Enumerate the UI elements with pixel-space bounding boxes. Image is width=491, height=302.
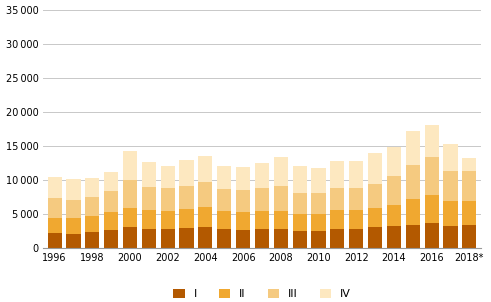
Bar [180, 186, 193, 209]
Bar [123, 180, 137, 207]
Bar [443, 226, 458, 248]
Bar [425, 194, 438, 223]
Bar [349, 229, 363, 248]
Bar [273, 186, 288, 211]
Bar [85, 197, 99, 216]
Bar [443, 143, 458, 171]
Bar [255, 162, 269, 188]
Bar [462, 158, 476, 171]
Bar [161, 211, 175, 229]
Bar [48, 198, 62, 218]
Bar [349, 188, 363, 210]
Bar [66, 179, 81, 200]
Bar [387, 147, 401, 176]
Bar [293, 214, 307, 231]
Bar [462, 171, 476, 201]
Bar [368, 153, 382, 185]
Bar [104, 191, 118, 212]
Bar [368, 208, 382, 227]
Bar [273, 229, 288, 248]
Bar [104, 230, 118, 248]
Bar [217, 166, 231, 189]
Bar [198, 156, 213, 182]
Bar [85, 232, 99, 248]
Bar [142, 229, 156, 248]
Bar [180, 209, 193, 228]
Bar [406, 224, 420, 248]
Bar [425, 223, 438, 248]
Bar [330, 229, 344, 248]
Bar [443, 171, 458, 201]
Bar [217, 189, 231, 211]
Bar [66, 218, 81, 234]
Bar [255, 188, 269, 211]
Bar [311, 231, 326, 248]
Bar [293, 231, 307, 248]
Bar [180, 228, 193, 248]
Bar [236, 167, 250, 191]
Bar [425, 124, 438, 157]
Bar [236, 191, 250, 212]
Bar [387, 176, 401, 205]
Bar [123, 207, 137, 227]
Bar [142, 210, 156, 229]
Bar [85, 178, 99, 197]
Bar [330, 188, 344, 210]
Bar [48, 177, 62, 198]
Bar [66, 200, 81, 218]
Bar [406, 199, 420, 224]
Bar [85, 216, 99, 232]
Bar [236, 212, 250, 230]
Bar [198, 207, 213, 226]
Bar [273, 157, 288, 186]
Bar [48, 233, 62, 248]
Bar [48, 218, 62, 233]
Bar [104, 172, 118, 191]
Bar [293, 193, 307, 214]
Bar [368, 185, 382, 208]
Bar [142, 162, 156, 187]
Bar [443, 201, 458, 226]
Bar [236, 230, 250, 248]
Bar [330, 161, 344, 188]
Bar [180, 160, 193, 186]
Bar [273, 211, 288, 229]
Bar [311, 193, 326, 214]
Bar [349, 161, 363, 188]
Bar [217, 211, 231, 229]
Bar [462, 201, 476, 224]
Bar [161, 188, 175, 211]
Bar [161, 166, 175, 188]
Bar [123, 151, 137, 180]
Bar [349, 210, 363, 229]
Bar [311, 214, 326, 231]
Bar [123, 227, 137, 248]
Bar [104, 212, 118, 230]
Bar [406, 165, 420, 199]
Bar [425, 157, 438, 194]
Bar [387, 226, 401, 248]
Bar [198, 226, 213, 248]
Bar [161, 229, 175, 248]
Bar [293, 166, 307, 193]
Bar [255, 229, 269, 248]
Bar [406, 131, 420, 165]
Bar [311, 168, 326, 193]
Bar [387, 205, 401, 226]
Bar [66, 234, 81, 248]
Bar [142, 187, 156, 210]
Bar [368, 227, 382, 248]
Bar [217, 229, 231, 248]
Bar [330, 210, 344, 229]
Legend: I, II, III, IV: I, II, III, IV [173, 289, 351, 299]
Bar [255, 211, 269, 229]
Bar [462, 224, 476, 248]
Bar [198, 182, 213, 207]
